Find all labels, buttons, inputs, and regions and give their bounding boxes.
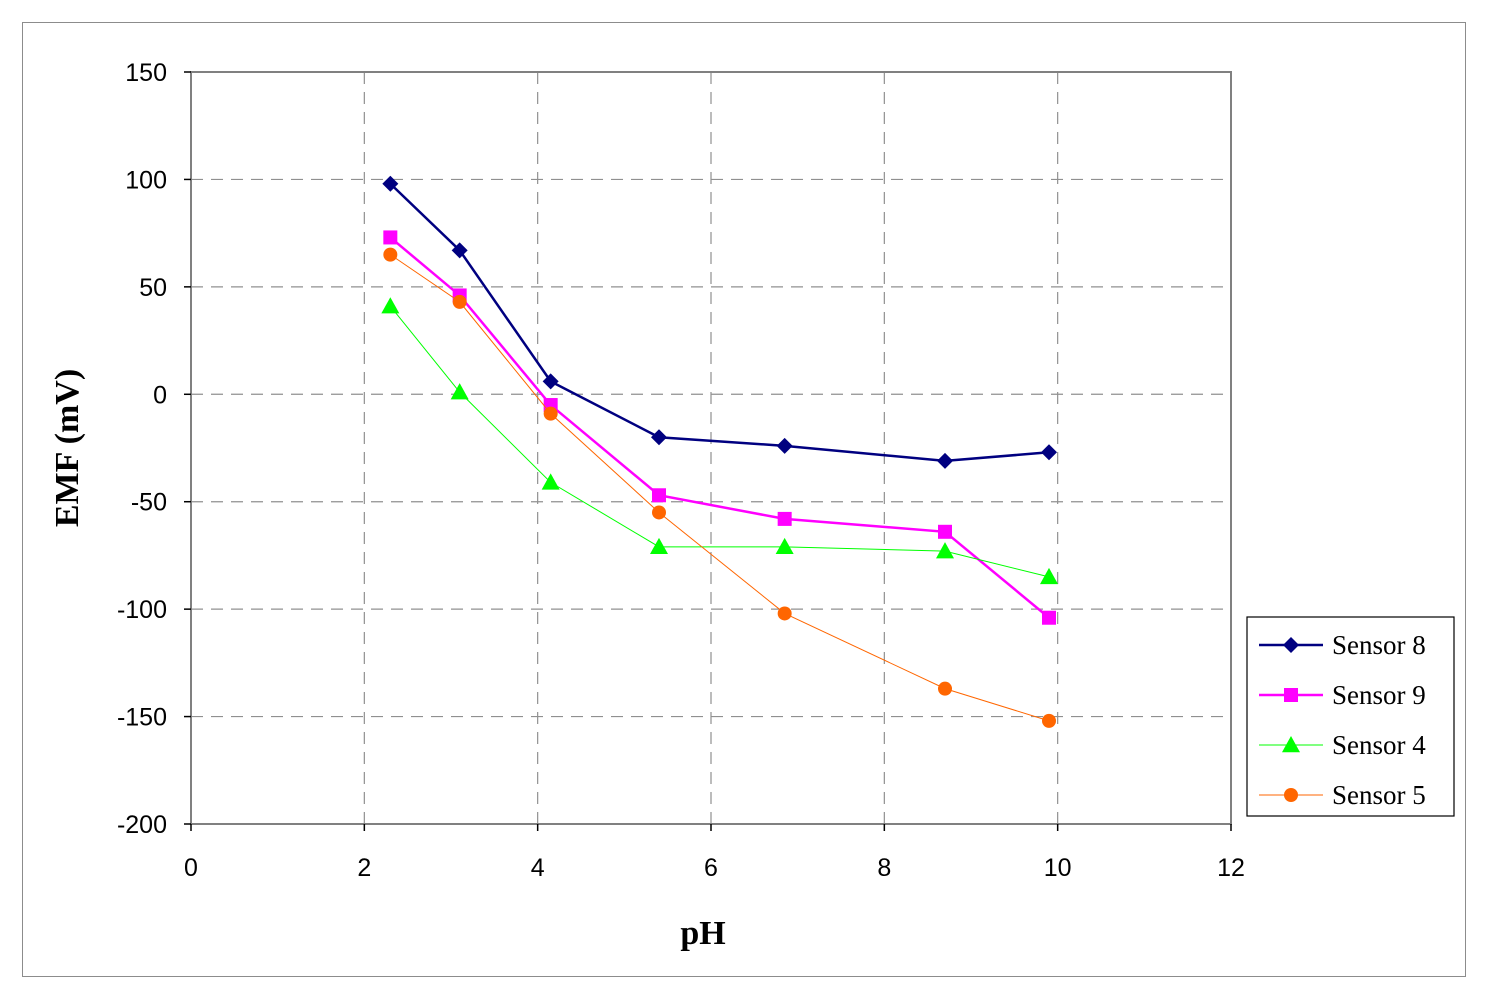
- x-tick-label: 8: [877, 854, 891, 882]
- legend: Sensor 8 Sensor 9 Sensor 4 Sensor 5: [1246, 616, 1455, 817]
- legend-item: Sensor 8: [1259, 630, 1426, 660]
- data-point: [652, 505, 666, 520]
- x-axis-title: pH: [680, 915, 725, 952]
- series-sensor-5: [383, 247, 1056, 728]
- y-axis-title: EMF (mV): [49, 369, 86, 527]
- data-point: [650, 537, 668, 555]
- legend-label: Sensor 5: [1332, 780, 1426, 810]
- x-axis-ticks: 0 2 4 6 8 10 12: [184, 824, 1245, 882]
- x-tick-label: 0: [184, 854, 198, 882]
- data-point: [452, 294, 467, 309]
- series-sensor-4: [381, 297, 1058, 585]
- data-point: [451, 242, 468, 259]
- data-point: [1040, 567, 1058, 585]
- y-tick-label: -100: [117, 596, 167, 624]
- legend-marker: [1284, 688, 1298, 702]
- grid-layer: [191, 72, 1231, 824]
- chart-frame: [22, 22, 1466, 977]
- series-layer: [381, 175, 1058, 728]
- legend-box: [1246, 616, 1455, 817]
- data-point: [541, 473, 560, 490]
- y-tick-label: -150: [117, 704, 167, 732]
- y-tick-label: -50: [131, 489, 167, 517]
- series-line: [389, 182, 1050, 463]
- data-point: [777, 511, 792, 526]
- data-point: [543, 406, 558, 421]
- legend-label: Sensor 4: [1332, 730, 1426, 760]
- y-tick-label: -200: [117, 811, 167, 839]
- data-point: [1042, 610, 1056, 625]
- data-point: [652, 488, 666, 503]
- data-point: [381, 297, 400, 314]
- data-point: [383, 230, 398, 245]
- data-point: [938, 524, 952, 539]
- y-tick-label: 150: [125, 59, 167, 87]
- legend-item: Sensor 4: [1259, 730, 1426, 760]
- x-tick-label: 12: [1217, 854, 1245, 882]
- x-tick-label: 4: [531, 854, 545, 882]
- data-point: [542, 373, 559, 390]
- y-tick-label: 50: [139, 274, 167, 302]
- legend-label: Sensor 8: [1332, 630, 1426, 660]
- legend-marker: [1283, 637, 1299, 653]
- x-tick-label: 2: [357, 854, 371, 882]
- legend-marker: [1284, 788, 1298, 802]
- data-point: [1042, 713, 1056, 728]
- series-line: [390, 254, 1050, 722]
- data-point: [776, 437, 793, 454]
- data-point: [936, 542, 954, 559]
- data-point: [1041, 444, 1057, 461]
- data-point: [382, 175, 399, 192]
- y-tick-label: 0: [153, 381, 167, 409]
- legend-item: Sensor 9: [1259, 680, 1426, 710]
- legend-item: Sensor 5: [1259, 780, 1426, 810]
- data-point: [775, 537, 794, 555]
- data-point: [937, 452, 953, 469]
- legend-marker: [1282, 736, 1300, 753]
- series-sensor-9: [383, 230, 1056, 625]
- y-axis-ticks: 150 100 50 0 -50 -100 -150 -200: [117, 59, 191, 839]
- data-point: [938, 681, 952, 696]
- series-sensor-8: [382, 175, 1057, 469]
- legend-label: Sensor 9: [1332, 680, 1426, 710]
- y-tick-label: 100: [125, 166, 167, 194]
- data-point: [383, 247, 398, 262]
- plot-area: [190, 71, 1232, 825]
- data-point: [651, 429, 667, 446]
- x-tick-label: 6: [704, 854, 718, 882]
- x-tick-label: 10: [1044, 854, 1072, 882]
- data-point: [777, 606, 792, 621]
- data-point: [450, 383, 469, 400]
